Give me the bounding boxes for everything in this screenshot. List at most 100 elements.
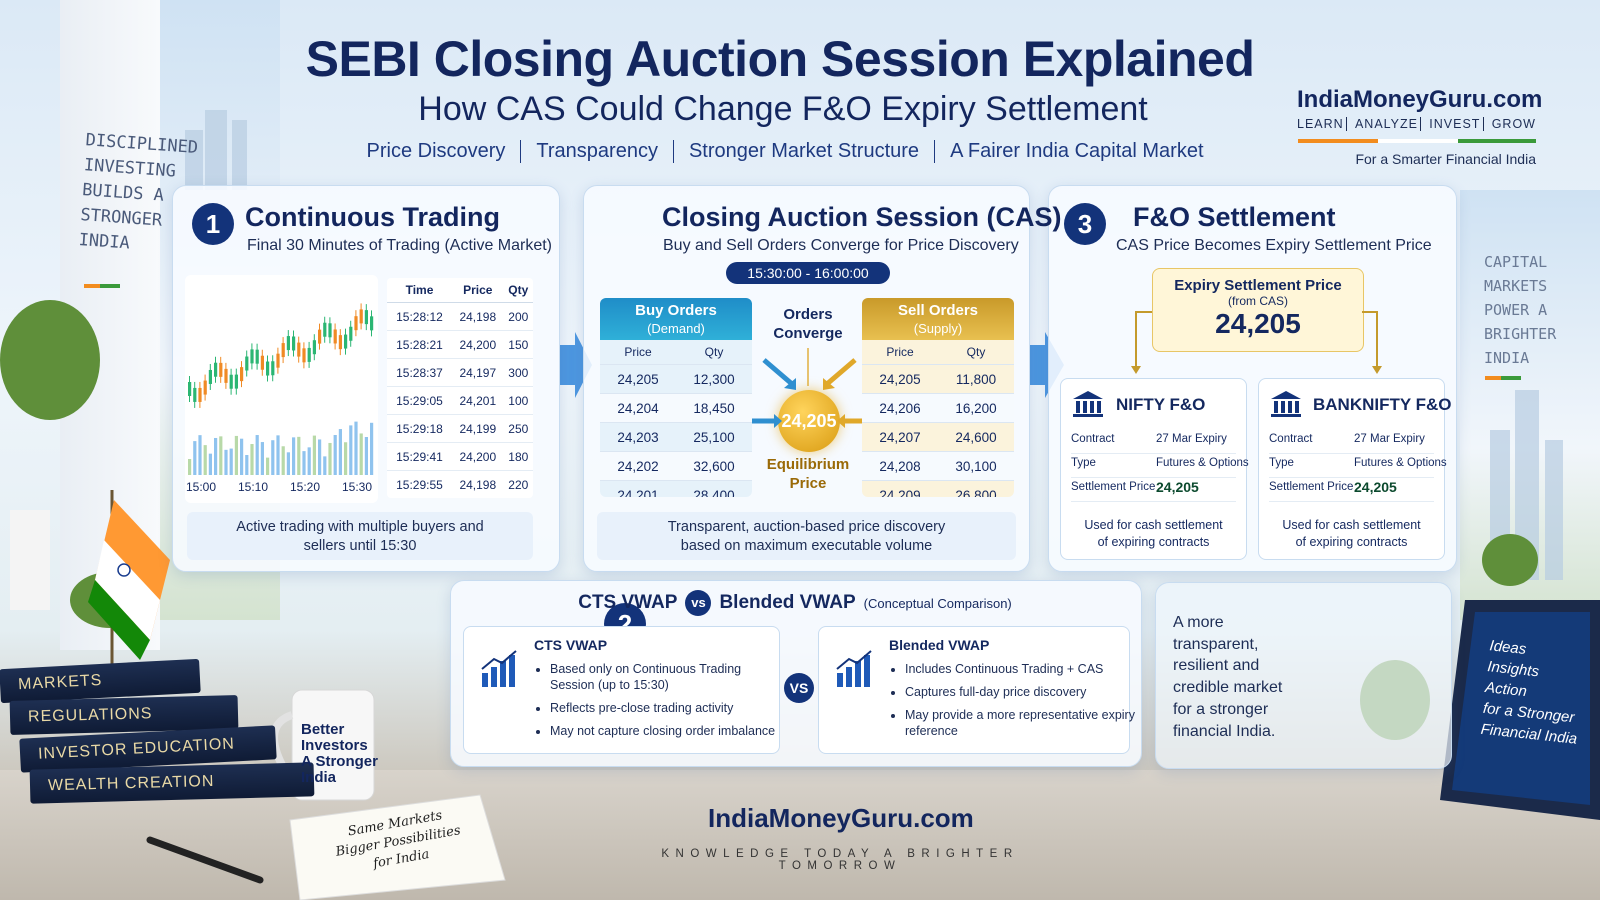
cell: 15:29:41 (396, 449, 443, 464)
row-label: Type (1269, 457, 1434, 478)
candle (370, 422, 374, 475)
point: May not capture closing order imbalance (550, 723, 780, 739)
tagline-item: Transparency (520, 140, 673, 163)
cell: 12,300 (676, 364, 752, 394)
column-header: Qty (704, 345, 724, 359)
brand-motto: LEARN ANALYZE INVEST GROW (1297, 117, 1536, 131)
comparison-left: CTS VWAP (578, 592, 678, 613)
cell: 24,199 (459, 421, 497, 436)
trade-row: 15:29:55 24,198 220 (387, 470, 533, 499)
note-line: Transparent, auction-based price discove… (667, 519, 946, 535)
vwap-card: CTS VWAP Based only on Continuous Trading… (463, 626, 780, 754)
candle (364, 310, 368, 325)
panel-subtitle: Buy and Sell Orders Converge for Price D… (663, 237, 1019, 254)
candle (323, 322, 327, 337)
trades-table: Time Price Qty 15:28:12 24,198 200 15:28:21 24,… (387, 278, 533, 498)
candle (281, 446, 285, 475)
candle (245, 356, 249, 371)
laptop-text: Ideas Insights Action for a Stronger Financi… (1480, 635, 1587, 750)
cell: 15:28:12 (396, 309, 443, 324)
candle (359, 433, 363, 475)
row-value: 24,205 (1156, 479, 1199, 495)
point: May provide a more representative expiry… (905, 707, 1135, 739)
cell: 15:28:21 (396, 337, 443, 352)
book-caption: (Demand) (647, 321, 705, 336)
tagline-item: Price Discovery (366, 140, 506, 162)
x-tick-label: 15:00 (186, 480, 217, 494)
cell: 24,200 (459, 449, 497, 464)
candle (349, 425, 353, 475)
cell: 100 (508, 393, 529, 408)
equilibrium-line: Price (789, 475, 827, 492)
vs-badge: VS (784, 673, 814, 703)
order-row: 24,209 26,800 (862, 480, 1014, 497)
cell: 24,202 (600, 451, 676, 481)
note-line: of expiring contracts (1295, 535, 1408, 549)
footer-tagline: KNOWLEDGE TODAY A BRIGHTER TOMORROW (661, 848, 1019, 872)
trade-row: 15:28:37 24,197 300 (387, 358, 533, 387)
sell-orders: Sell Orders (Supply) Price Qty 24,205 11,800 2… (862, 298, 1014, 497)
cell: 200 (508, 309, 529, 324)
row-label: Type (1071, 457, 1236, 478)
candle (255, 435, 259, 475)
settlement-title: Expiry Settlement Price (1174, 277, 1342, 294)
card-title: BANKNIFTY F&O (1313, 395, 1452, 414)
cell: 24,207 (862, 422, 938, 452)
candle (307, 347, 311, 362)
equilibrium-label: Equilibrium Price (755, 455, 861, 493)
candle (312, 340, 316, 355)
candle (302, 451, 306, 475)
order-row: 24,206 16,200 (862, 393, 1014, 423)
subtitle: How CAS Could Change F&O Expiry Settleme… (418, 90, 1148, 128)
candle (354, 316, 358, 331)
vwap-card: Blended VWAP Includes Continuous Trading … (818, 626, 1135, 754)
candle (224, 449, 228, 475)
candle (188, 459, 192, 475)
vs-badge: vs (685, 590, 712, 616)
settlement-caption: (from CAS) (1228, 294, 1288, 308)
candle (276, 353, 280, 368)
point: Based only on Continuous Trading Session… (550, 661, 780, 693)
time-window: 15:30:00 - 16:00:00 (726, 262, 890, 284)
panel-note: Transparent, auction-based price discove… (597, 512, 1016, 560)
candle (281, 343, 285, 358)
header-row: Price Qty (862, 340, 1014, 365)
candle (286, 336, 290, 351)
candle (193, 441, 197, 475)
x-tick-label: 15:10 (238, 480, 269, 494)
candle (203, 380, 207, 395)
side-text: CAPITAL MARKETS POWER A BRIGHTER INDIA (1484, 250, 1556, 370)
candle (312, 435, 316, 475)
trade-row: 15:28:12 24,198 200 (387, 302, 533, 331)
motto-item: LEARN (1297, 117, 1344, 131)
equilibrium-value: 24,205 (778, 390, 840, 452)
candle (276, 435, 280, 475)
callout: A more transparent, resilient and credib… (1173, 614, 1283, 740)
order-row: 24,201 28,400 (600, 480, 752, 497)
point-list: Based only on Continuous Trading Session… (534, 661, 780, 746)
candle (193, 387, 197, 402)
candle (255, 349, 259, 364)
comparison-right: Blended VWAP (719, 592, 856, 613)
converge-label: Orders Converge (760, 305, 856, 343)
cell: 15:29:05 (396, 393, 443, 408)
candle (318, 329, 322, 344)
candle (338, 335, 342, 350)
cell: 11,800 (938, 364, 1014, 394)
cell: 16,200 (938, 393, 1014, 423)
cell: 24,206 (862, 393, 938, 423)
column-header: Price (463, 283, 493, 297)
cell: 24,200 (459, 337, 497, 352)
cell: 28,400 (676, 480, 752, 497)
point: Includes Continuous Trading + CAS (905, 661, 1135, 677)
step-number: 1 (192, 203, 234, 245)
row-value: 27 Mar Expiry (1354, 433, 1425, 445)
panel-title: F&O Settlement (1133, 202, 1336, 232)
book-header: Buy Orders (Demand) (600, 298, 752, 340)
contract-card: NIFTY F&O Contract 27 Mar Expiry Type Future… (1060, 378, 1249, 560)
cell: 24,198 (459, 309, 497, 324)
row-value: 27 Mar Expiry (1156, 433, 1227, 445)
panel-note: Active trading with multiple buyers and … (187, 512, 533, 560)
